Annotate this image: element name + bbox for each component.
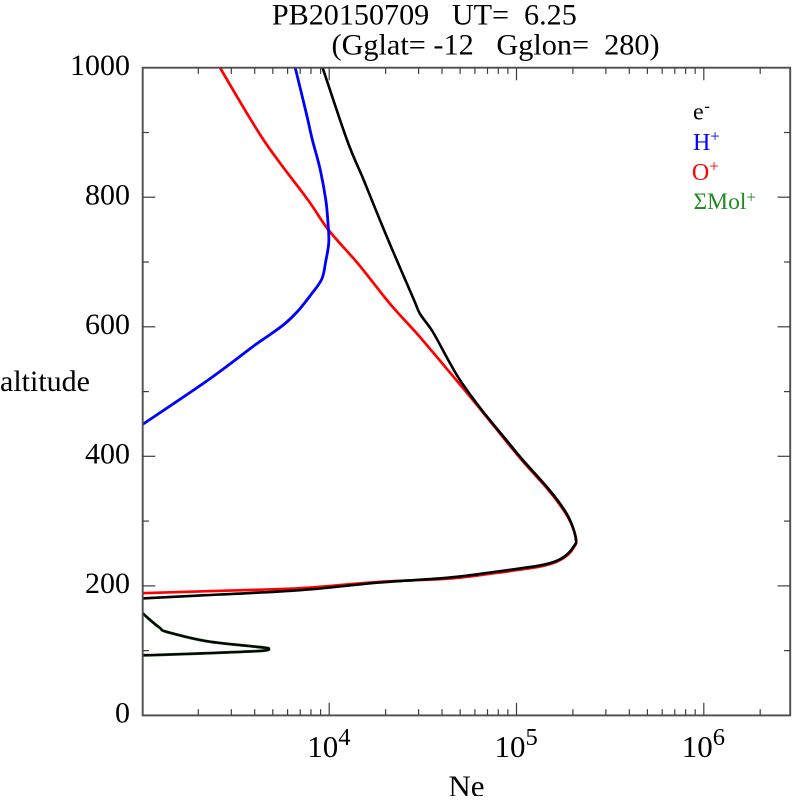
svg-text:Ne: Ne bbox=[448, 769, 484, 797]
svg-text:800: 800 bbox=[85, 178, 130, 211]
svg-text:0: 0 bbox=[115, 697, 130, 730]
svg-text:400: 400 bbox=[85, 438, 130, 471]
svg-text:-: - bbox=[704, 97, 710, 116]
svg-text:600: 600 bbox=[85, 308, 130, 341]
svg-text:PB20150709 UT= 6.25: PB20150709 UT= 6.25 bbox=[272, 0, 577, 32]
svg-text:+: + bbox=[710, 127, 720, 146]
svg-text:altitude: altitude bbox=[0, 365, 90, 398]
svg-text:H: H bbox=[693, 130, 710, 156]
svg-text:200: 200 bbox=[85, 567, 130, 600]
svg-text:O: O bbox=[692, 160, 709, 186]
svg-text:+: + bbox=[746, 188, 756, 207]
svg-text:ΣMol: ΣMol bbox=[694, 189, 747, 215]
svg-text:(Gglat= -12 Gglon= 280): (Gglat= -12 Gglon= 280) bbox=[332, 28, 660, 61]
svg-text:+: + bbox=[709, 156, 719, 175]
svg-text:1000: 1000 bbox=[70, 49, 130, 82]
svg-text:e: e bbox=[693, 100, 704, 126]
